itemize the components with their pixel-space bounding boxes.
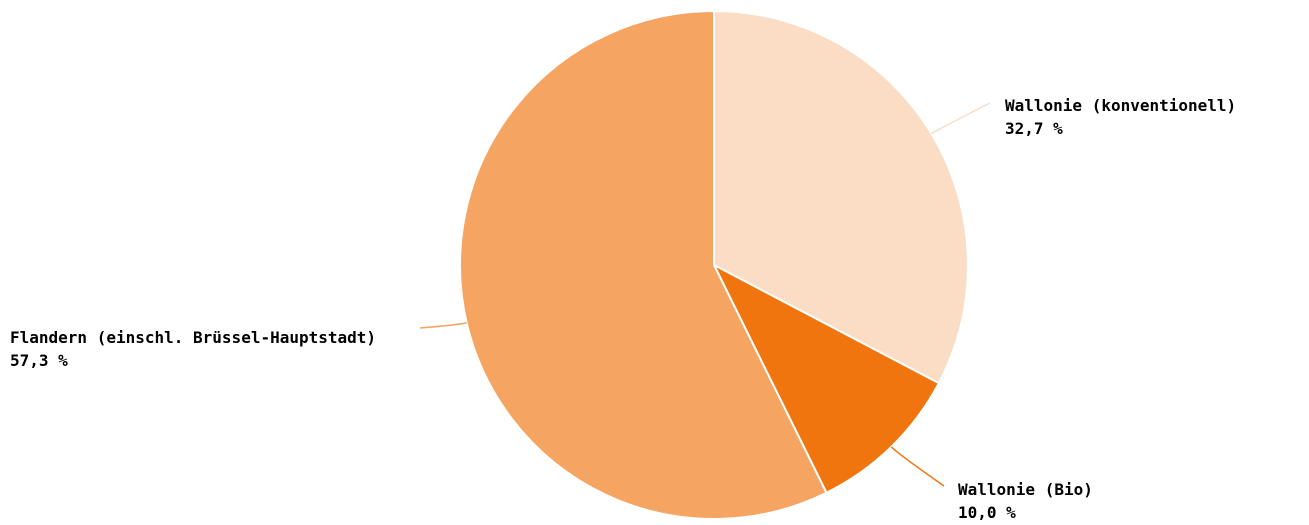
pie-slices xyxy=(459,9,969,520)
label-connectors xyxy=(419,102,991,487)
label-value-flandern: 57,3 % xyxy=(10,351,68,370)
label-name-wallonie-bio: Wallonie (Bio) xyxy=(958,480,1093,499)
label-name-wallonie-konventionell: Wallonie (konventionell) xyxy=(1005,96,1236,115)
slice-wallonie-bio xyxy=(711,262,941,495)
connector-wallonie-bio xyxy=(890,446,945,487)
label-wallonie-konventionell: Wallonie (konventionell) 32,7 % xyxy=(1005,96,1246,138)
label-wallonie-bio: Wallonie (Bio) 10,0 % xyxy=(958,480,1103,522)
label-flandern: Flandern (einschl. Brüssel-Hauptstadt) 5… xyxy=(10,328,386,370)
label-value-wallonie-bio: 10,0 % xyxy=(958,503,1016,522)
connector-wallonie-konventionell xyxy=(931,102,991,135)
label-name-flandern: Flandern (einschl. Brüssel-Hauptstadt) xyxy=(10,328,376,347)
connector-flandern xyxy=(419,322,467,329)
slice-flandern xyxy=(459,9,828,520)
label-value-wallonie-konventionell: 32,7 % xyxy=(1005,119,1063,138)
